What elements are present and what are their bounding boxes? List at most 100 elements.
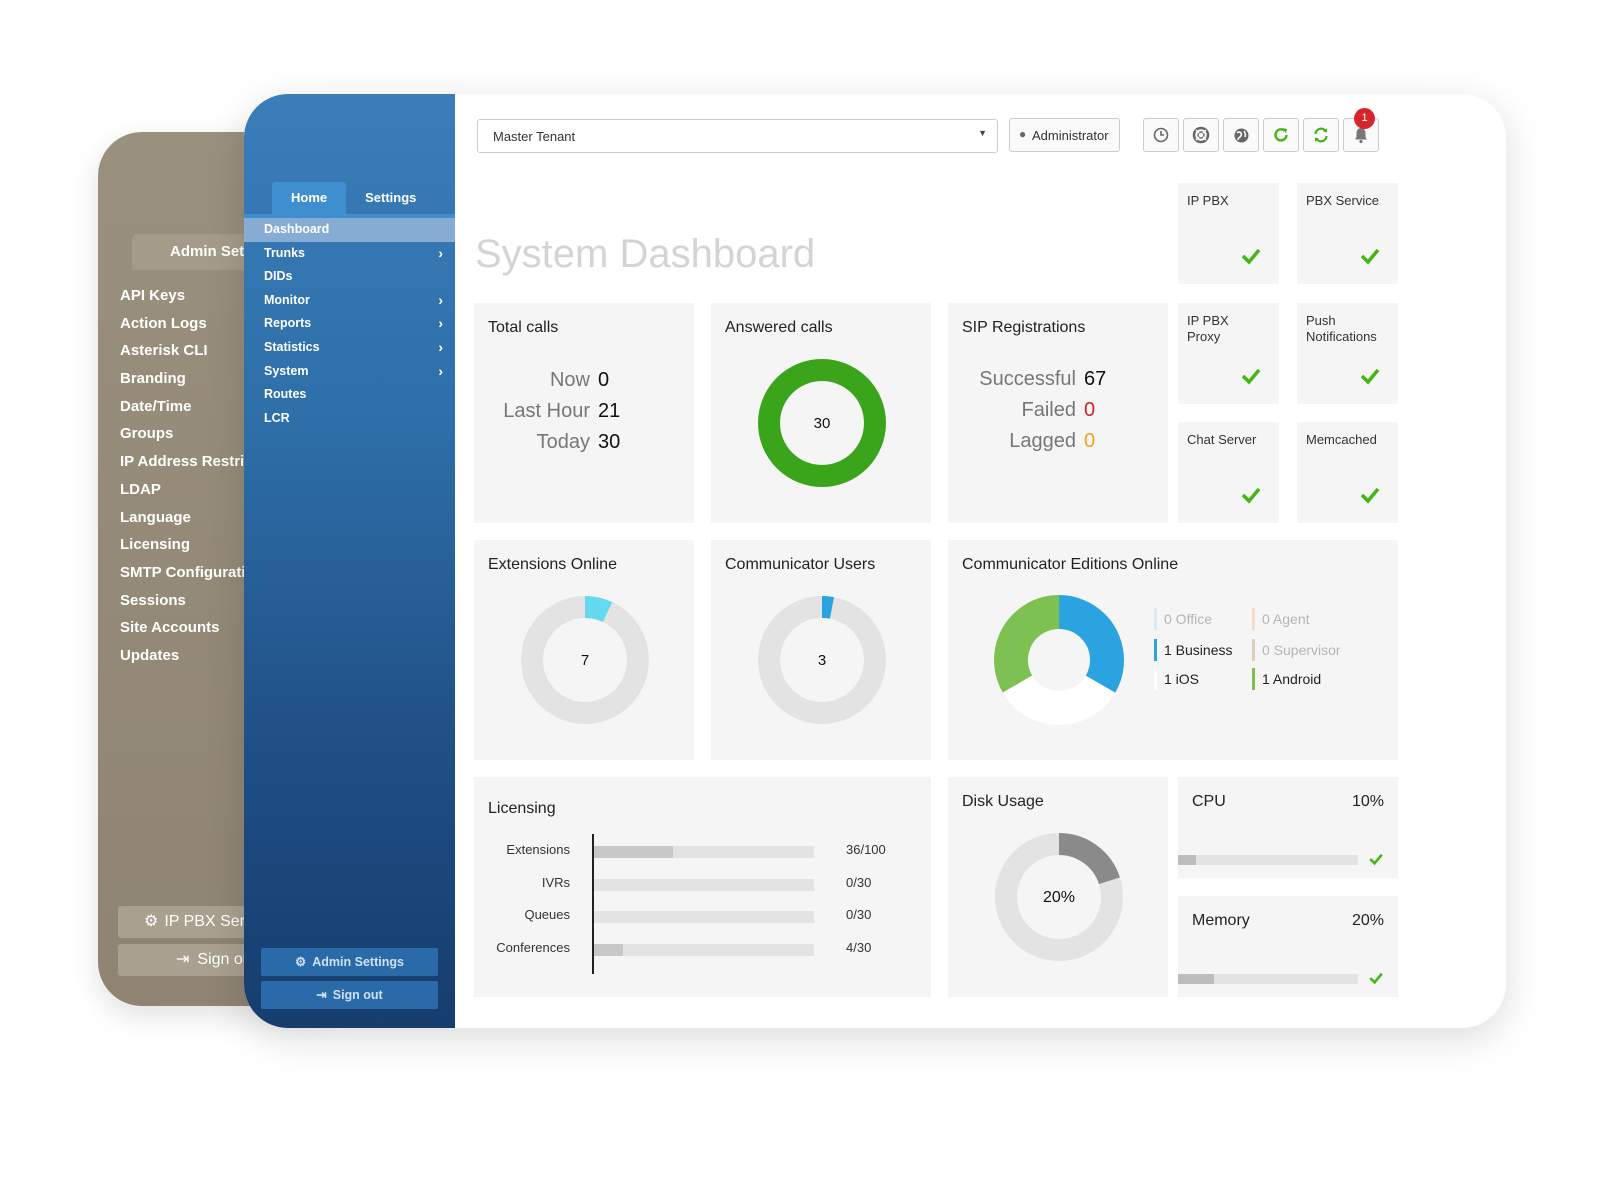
- tab-home[interactable]: Home: [272, 182, 347, 214]
- sidebar: Home Settings Dashboard Trunks › DIDs Mon…: [244, 94, 455, 1028]
- sidebar-item-dids[interactable]: DIDs: [264, 269, 293, 284]
- admin-menu-item[interactable]: Date/Time: [120, 397, 192, 415]
- sidebar-item-reports[interactable]: Reports ›: [244, 312, 455, 336]
- donut-value: 7: [581, 652, 589, 669]
- memory-bar-track: [1178, 974, 1358, 984]
- total-calls-card: Total calls Now 0 Last Hour 21 Today 30: [474, 303, 694, 523]
- donut-segment-android: [994, 595, 1124, 725]
- chevron-right-icon: ›: [438, 338, 443, 355]
- admin-menu-item[interactable]: Branding: [120, 370, 186, 388]
- admin-menu-item[interactable]: SMTP Configuration: [120, 563, 264, 581]
- donut-value: 20%: [1043, 889, 1075, 906]
- sign-out-button[interactable]: ⇥ Sign out: [261, 981, 438, 1009]
- check-icon: [1241, 487, 1261, 504]
- admin-menu-item[interactable]: Site Accounts: [120, 619, 220, 637]
- card-title: Licensing: [488, 800, 556, 817]
- donut-value: 30: [814, 415, 831, 432]
- admin-menu-item[interactable]: Sessions: [120, 591, 186, 609]
- admin-menu-item[interactable]: Groups: [120, 425, 174, 443]
- service-label: Memcached: [1306, 432, 1377, 447]
- check-icon: [1369, 972, 1383, 985]
- legend-item-android: 1 Android: [1252, 668, 1321, 690]
- admin-menu-item[interactable]: API Keys: [120, 287, 186, 304]
- service-label: Chat Server: [1187, 432, 1257, 447]
- caret-down-icon: ▼: [978, 128, 987, 138]
- sidebar-item-monitor[interactable]: Monitor ›: [244, 289, 455, 313]
- communicator-users-card: Communicator Users 3: [711, 540, 931, 760]
- donut-value: 3: [818, 652, 826, 669]
- service-label: IP PBX Proxy: [1187, 313, 1229, 344]
- admin-menu-item[interactable]: Licensing: [120, 536, 191, 554]
- licensing-card: Licensing Extensions 36/100 IVRs 0/30 Qu…: [474, 777, 931, 997]
- service-tile-pbx-service[interactable]: PBX Service: [1297, 183, 1398, 284]
- sidebar-nav: Dashboard Trunks › DIDs Monitor › Reports ›…: [244, 218, 455, 430]
- licensing-row-extensions: Extensions 36/100: [506, 842, 886, 858]
- sidebar-item-routes[interactable]: Routes: [264, 387, 307, 402]
- cpu-bar-track: [1178, 855, 1358, 865]
- check-icon: [1360, 487, 1380, 504]
- refresh-icon[interactable]: [1263, 118, 1299, 152]
- service-label: IP PBX: [1187, 193, 1229, 208]
- chevron-right-icon: ›: [438, 291, 443, 308]
- licensing-row-conferences: Conferences 4/30: [496, 940, 872, 956]
- admin-menu-item[interactable]: Updates: [120, 646, 180, 664]
- tab-settings[interactable]: Settings: [365, 190, 417, 205]
- sync-icon[interactable]: [1303, 118, 1339, 152]
- admin-menu-item[interactable]: Language: [120, 508, 191, 526]
- extensions-donut: 7: [521, 596, 649, 724]
- extensions-online-card: Extensions Online 7: [474, 540, 694, 760]
- chevron-right-icon: ›: [438, 315, 443, 332]
- sidebar-item-statistics[interactable]: Statistics ›: [244, 336, 455, 360]
- communicator-editions-card: Communicator Editions Online 0 Office 0 …: [948, 540, 1398, 760]
- licensing-axis: [592, 834, 594, 974]
- sidebar-item-lcr[interactable]: LCR: [264, 410, 290, 425]
- disk-usage-card: Disk Usage 20%: [948, 777, 1168, 997]
- service-label: Push Notifications: [1306, 313, 1377, 344]
- globe-icon[interactable]: [1223, 118, 1259, 152]
- donut-arc: [521, 596, 649, 724]
- lifebuoy-icon[interactable]: [1183, 118, 1219, 152]
- admin-menu-item[interactable]: IP Address Restriction: [120, 453, 281, 471]
- card-title: Communicator Users: [725, 556, 876, 573]
- gears-icon: ⚙: [295, 955, 307, 969]
- memory-bar: [1178, 974, 1214, 984]
- tenant-select[interactable]: Master Tenant ▼: [477, 119, 998, 153]
- signout-icon: ⇥: [176, 951, 190, 968]
- admin-menu-item[interactable]: LDAP: [120, 480, 161, 498]
- service-tile-memcached[interactable]: Memcached: [1297, 422, 1398, 523]
- service-tile-push-notifications[interactable]: Push Notifications: [1297, 303, 1398, 404]
- sidebar-item-dashboard[interactable]: Dashboard: [244, 218, 455, 242]
- admin-settings-button[interactable]: ⚙ Admin Settings: [261, 948, 438, 976]
- card-title: Communicator Editions Online: [962, 556, 1179, 573]
- admin-menu: API Keys Action Logs Asterisk CLI Brandi…: [120, 282, 280, 670]
- card-title: CPU: [1192, 793, 1226, 810]
- sip-registrations-card: SIP Registrations Successful 67 Failed 0 L…: [948, 303, 1168, 523]
- chevron-right-icon: ›: [438, 362, 443, 379]
- service-tile-chat-server[interactable]: Chat Server: [1178, 422, 1279, 523]
- sidebar-item-system[interactable]: System ›: [244, 360, 455, 384]
- sidebar-item-trunks[interactable]: Trunks ›: [244, 242, 455, 266]
- cpu-value: 10%: [1351, 793, 1384, 810]
- clock-icon[interactable]: [1143, 118, 1179, 152]
- license-bar: [594, 944, 624, 956]
- cpu-card: CPU 10%: [1178, 777, 1398, 878]
- chevron-right-icon: ›: [438, 244, 443, 261]
- card-title: Answered calls: [725, 319, 833, 336]
- card-title: Total calls: [488, 319, 559, 336]
- stat-row: Now 0: [549, 369, 610, 391]
- user-icon: ●: [1019, 127, 1027, 141]
- service-label: PBX Service: [1306, 193, 1379, 208]
- check-icon: [1241, 368, 1261, 385]
- donut-arc: [758, 596, 886, 724]
- donut-arc: [995, 833, 1123, 961]
- legend-item-office: 0 Office: [1154, 608, 1212, 630]
- service-tile-ip-pbx-proxy[interactable]: IP PBX Proxy: [1178, 303, 1279, 404]
- admin-menu-item[interactable]: Action Logs: [120, 314, 207, 332]
- legend-item-ios: 1 iOS: [1154, 668, 1199, 690]
- legend-item-supervisor: 0 Supervisor: [1252, 639, 1341, 661]
- communicator-users-donut: 3: [758, 596, 886, 724]
- admin-menu-item[interactable]: Asterisk CLI: [120, 342, 208, 360]
- user-menu-button[interactable]: ● Administrator: [1009, 118, 1120, 152]
- service-tile-ip-pbx[interactable]: IP PBX: [1178, 183, 1279, 284]
- stat-row: Successful 67: [979, 368, 1107, 390]
